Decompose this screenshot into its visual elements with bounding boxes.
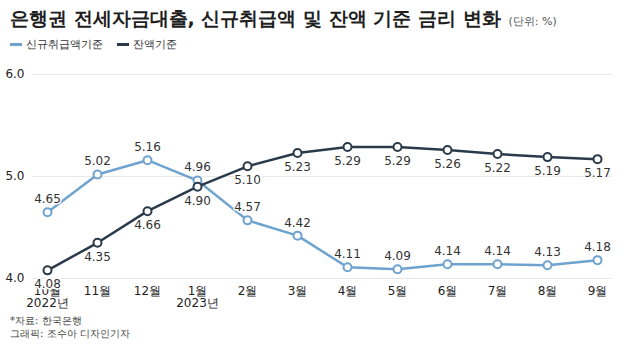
svg-text:5.26: 5.26: [434, 157, 461, 171]
svg-text:1월2023년: 1월2023년: [176, 284, 219, 310]
svg-text:4.65: 4.65: [34, 192, 61, 206]
svg-text:5.0: 5.0: [5, 169, 24, 183]
svg-text:4월: 4월: [338, 284, 358, 298]
svg-text:4.0: 4.0: [5, 271, 24, 285]
svg-text:4.14: 4.14: [434, 244, 461, 258]
svg-text:4.11: 4.11: [334, 247, 361, 261]
svg-text:6월: 6월: [438, 284, 458, 298]
svg-text:11월: 11월: [84, 284, 111, 298]
svg-text:2월: 2월: [238, 284, 258, 298]
svg-text:4.18: 4.18: [584, 240, 611, 254]
svg-text:5.19: 5.19: [534, 164, 561, 178]
svg-text:4.09: 4.09: [384, 249, 411, 263]
svg-text:5.22: 5.22: [484, 161, 511, 175]
svg-text:4.08: 4.08: [34, 277, 61, 291]
svg-text:8월: 8월: [538, 284, 558, 298]
svg-text:5.10: 5.10: [234, 173, 261, 187]
svg-text:4.57: 4.57: [234, 200, 261, 214]
svg-text:5.16: 5.16: [134, 140, 161, 154]
svg-text:5.17: 5.17: [584, 166, 611, 180]
svg-text:6.0: 6.0: [5, 67, 24, 81]
svg-text:4.96: 4.96: [184, 160, 211, 174]
svg-text:9월: 9월: [588, 284, 608, 298]
svg-text:5.23: 5.23: [284, 160, 311, 174]
svg-text:4.66: 4.66: [134, 218, 161, 232]
svg-text:3월: 3월: [288, 284, 308, 298]
svg-text:4.35: 4.35: [84, 250, 111, 264]
svg-text:4.13: 4.13: [534, 245, 561, 259]
svg-text:5.02: 5.02: [84, 154, 111, 168]
svg-text:4.42: 4.42: [284, 216, 311, 230]
svg-text:4.90: 4.90: [184, 194, 211, 208]
svg-text:12월: 12월: [134, 284, 161, 298]
svg-text:7월: 7월: [488, 284, 508, 298]
svg-text:5.29: 5.29: [384, 154, 411, 168]
svg-text:5.29: 5.29: [334, 154, 361, 168]
svg-text:4.14: 4.14: [484, 244, 511, 258]
svg-text:5월: 5월: [388, 284, 408, 298]
